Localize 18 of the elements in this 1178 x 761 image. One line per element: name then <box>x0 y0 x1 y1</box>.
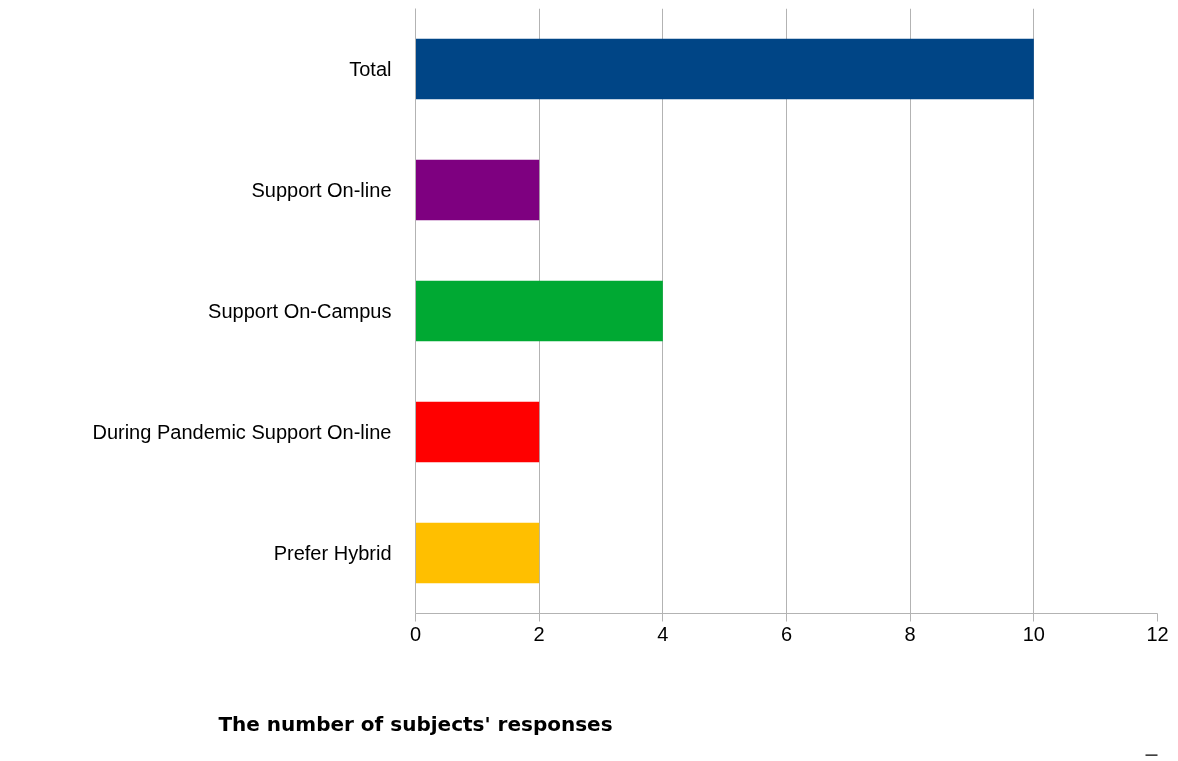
bar <box>415 159 540 221</box>
x-tick-label: 8 <box>904 622 916 645</box>
bar <box>415 280 663 342</box>
y-tick-label: During Pandemic Support On-line <box>92 421 392 443</box>
bar <box>415 522 540 584</box>
y-tick-label: Prefer Hybrid <box>273 542 392 564</box>
x-tick-label: 2 <box>533 622 545 645</box>
x-tick-label: 12 <box>1146 622 1169 645</box>
x-tick-label: 6 <box>780 622 793 645</box>
x-tick-label: 10 <box>1022 622 1045 645</box>
y-tick-label: Total <box>349 58 392 80</box>
x-tick-label: 4 <box>657 622 669 645</box>
bar <box>415 401 540 463</box>
bar <box>415 38 1034 100</box>
x-tick-label: 0 <box>409 622 422 645</box>
y-tick-label: Support On-Campus <box>208 300 392 322</box>
x-axis-title: The number of subjects' responses <box>218 711 613 736</box>
y-tick-label: Support On-line <box>251 179 392 201</box>
